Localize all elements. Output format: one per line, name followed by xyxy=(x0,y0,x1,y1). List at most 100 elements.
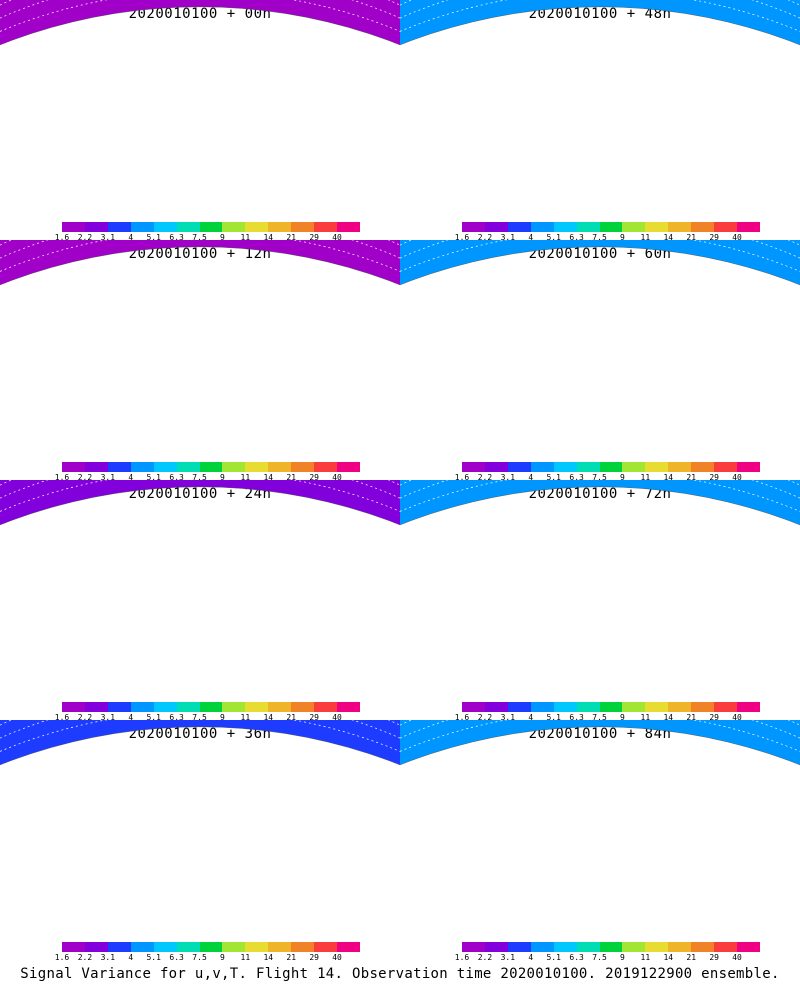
variance-core xyxy=(87,636,141,656)
variance-region xyxy=(621,35,698,72)
variance-core xyxy=(489,641,543,661)
coastline xyxy=(149,69,361,111)
panel-title: 2020010100 + 24h xyxy=(128,486,272,502)
coastline xyxy=(439,94,501,106)
variance-core xyxy=(100,396,154,416)
colorbar-swatch xyxy=(645,462,669,472)
colorbar-tick-label: 29 xyxy=(709,473,719,482)
colorbar-swatch xyxy=(691,222,715,232)
variance-region xyxy=(60,633,180,677)
colorbar-swatch xyxy=(291,222,315,232)
colorbar-swatch xyxy=(507,702,531,712)
variance-core xyxy=(633,292,668,309)
colorbar-swatch xyxy=(337,702,360,712)
colorbar-tick-label: 7.5 xyxy=(192,233,207,242)
colorbar-tick-label: 11 xyxy=(240,713,251,722)
colorbar-swatch xyxy=(268,702,292,712)
variance-region xyxy=(545,339,656,351)
panel-title: 2020010100 + 12h xyxy=(128,246,272,262)
longitude-line xyxy=(338,39,392,111)
variance-region xyxy=(70,75,191,111)
colorbar-swatch xyxy=(645,942,669,952)
longitude-line xyxy=(670,58,698,111)
colorbar-tick-label: 40 xyxy=(332,233,342,242)
variance-region xyxy=(89,563,210,591)
variance-core xyxy=(114,573,169,591)
colorbar-swatch xyxy=(176,462,200,472)
colorbar-swatch xyxy=(199,942,223,952)
variance-core xyxy=(579,120,629,151)
low-variance-gap xyxy=(236,633,269,653)
field-background xyxy=(0,480,400,591)
colorbar-swatch xyxy=(62,702,85,712)
colorbar-tick-label: 7.5 xyxy=(192,473,207,482)
longitude-line xyxy=(338,519,392,591)
longitude-line xyxy=(502,778,530,831)
variance-region xyxy=(70,319,191,351)
variance-core xyxy=(638,94,691,111)
variance-region xyxy=(680,832,776,884)
colorbar-swatch xyxy=(268,462,292,472)
variance-region xyxy=(143,50,224,95)
colorbar-tick-label: 14 xyxy=(263,713,274,722)
coastline xyxy=(39,814,101,826)
variance-core xyxy=(712,366,755,389)
variance-core xyxy=(90,876,144,896)
colorbar-tick-label: 14 xyxy=(263,233,274,242)
colorbar-swatch xyxy=(553,222,577,232)
colorbar-tick-label: 7.5 xyxy=(592,473,607,482)
colorbar-tick-label: 40 xyxy=(732,473,742,482)
colorbar-swatch xyxy=(176,702,200,712)
colorbar xyxy=(462,222,760,232)
variance-core xyxy=(442,361,487,384)
colorbar-tick-label: 2.2 xyxy=(77,953,93,962)
colorbar-tick-label: 14 xyxy=(663,473,674,482)
variance-region xyxy=(610,528,687,565)
colorbar-swatch xyxy=(222,702,246,712)
variance-region xyxy=(609,316,726,351)
colorbar-swatch xyxy=(484,462,508,472)
colorbar-swatch xyxy=(553,462,577,472)
map-panel-48h: 2020010100 + 48h 1.6 2.2 3.1 4 5.1 6.3 7.5 9 11 1… xyxy=(400,0,800,242)
colorbar-tick-label: 6.3 xyxy=(569,953,584,962)
longitude-line xyxy=(502,298,530,351)
longitude-line xyxy=(8,279,62,351)
colorbar-swatch xyxy=(576,702,600,712)
variance-region xyxy=(219,322,336,351)
coastline xyxy=(609,299,716,351)
colorbar-swatch xyxy=(176,942,200,952)
variance-core xyxy=(119,817,174,831)
colorbar-tick-label: 5.1 xyxy=(146,233,161,242)
colorbar-swatch xyxy=(222,942,246,952)
variance-region xyxy=(407,819,508,831)
coastline xyxy=(439,334,501,346)
map-panel-12h: 2020010100 + 12h 1.6 2.2 3.1 4 5.1 6.3 7.5 9 11 1… xyxy=(0,240,400,482)
coastline xyxy=(209,779,316,831)
colorbar-tick-label: 29 xyxy=(709,713,719,722)
colorbar-swatch xyxy=(507,222,531,232)
colorbar-tick-label: 11 xyxy=(640,713,651,722)
variance-region xyxy=(150,96,261,111)
longitude-line xyxy=(502,58,530,111)
map-panel-24h: 2020010100 + 24h 1.6 2.2 3.1 4 5.1 6.3 7.5 9 11 1… xyxy=(0,480,400,722)
colorbar xyxy=(62,942,360,952)
colorbar-tick-label: 6.3 xyxy=(569,473,584,482)
colorbar-tick-label: 6.3 xyxy=(169,233,184,242)
variance-core xyxy=(239,294,274,311)
colorbar-swatch xyxy=(737,702,760,712)
colorbar-swatch xyxy=(130,222,154,232)
variance-core xyxy=(520,336,575,351)
colorbar-swatch xyxy=(507,462,531,472)
variance-region xyxy=(489,559,610,591)
colorbar-swatch xyxy=(314,222,338,232)
colorbar-swatch xyxy=(62,942,85,952)
variance-core xyxy=(561,55,598,76)
variance-core xyxy=(611,408,674,430)
longitude-line xyxy=(408,279,462,351)
field-background xyxy=(400,480,800,591)
colorbar-swatch xyxy=(737,462,760,472)
field-background xyxy=(0,720,400,831)
variance-region xyxy=(612,800,729,831)
colorbar-swatch xyxy=(314,702,338,712)
variance-region xyxy=(133,291,214,336)
